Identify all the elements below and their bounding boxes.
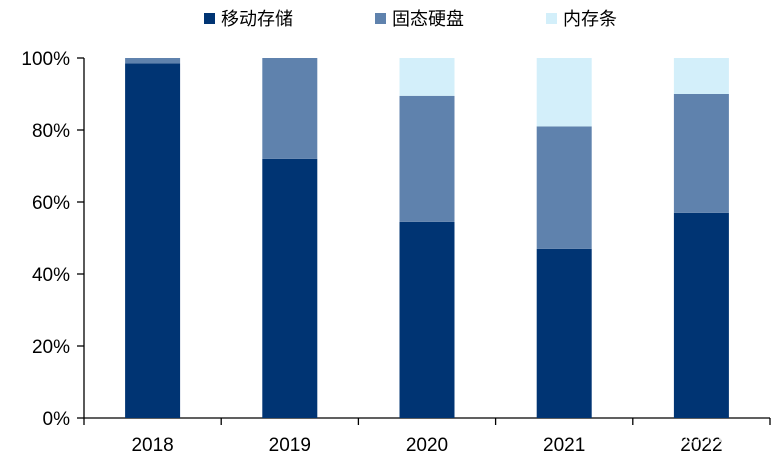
x-tick-label: 2022 [680, 435, 722, 456]
x-tick-label: 2019 [269, 435, 311, 456]
bar-segment [673, 58, 729, 94]
watermark-text: 雪球：亚汀TH [614, 423, 741, 447]
legend-label: 移动存储 [221, 9, 293, 30]
bar-segment [262, 158, 318, 419]
y-tick-label: 20% [32, 337, 70, 358]
y-tick-label: 60% [32, 193, 70, 214]
x-axis: 2018 2019 2020 2021 2022 [83, 417, 771, 456]
bars [125, 58, 729, 419]
y-tick-label: 40% [32, 265, 70, 286]
y-axis: 0% 20% 40% 60% 80% 100% [21, 49, 85, 430]
legend: 移动存储 固态硬盘 内存条 [204, 9, 617, 30]
bar-segment [125, 63, 181, 419]
bar-segment [673, 94, 729, 213]
legend-swatch [546, 13, 557, 24]
bar-segment [262, 58, 318, 159]
x-tick-label: 2018 [131, 435, 173, 456]
bar-segment [399, 95, 455, 222]
watermark: 雪球：亚汀TH [588, 423, 741, 447]
watermark-logo-icon [588, 423, 612, 447]
y-tick-label: 100% [21, 49, 70, 70]
bar-segment [673, 212, 729, 418]
x-tick-label: 2021 [543, 435, 585, 456]
legend-swatch [204, 13, 215, 24]
bar-segment [399, 58, 455, 96]
legend-label: 内存条 [563, 9, 617, 30]
bar-segment [125, 58, 181, 64]
x-tick-label: 2020 [406, 435, 448, 456]
bar-segment [536, 126, 592, 249]
y-tick-label: 80% [32, 121, 70, 142]
y-tick-label: 0% [43, 409, 71, 430]
bar-segment [399, 221, 455, 418]
bar-segment [536, 58, 592, 127]
bar-segment [536, 248, 592, 418]
legend-swatch [375, 13, 386, 24]
legend-label: 固态硬盘 [392, 9, 464, 30]
